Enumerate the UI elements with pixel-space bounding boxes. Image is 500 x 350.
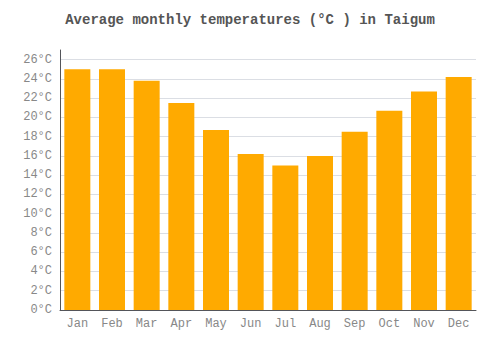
svg-text:10°C: 10°C: [23, 207, 52, 221]
svg-text:Sep: Sep: [344, 317, 366, 331]
svg-text:Jun: Jun: [240, 317, 262, 331]
svg-text:Average monthly temperatures (: Average monthly temperatures (°C ) in Ta…: [65, 12, 435, 28]
svg-text:24°C: 24°C: [23, 72, 52, 86]
svg-text:Jan: Jan: [67, 317, 89, 331]
svg-text:Oct: Oct: [379, 317, 401, 331]
svg-text:14°C: 14°C: [23, 168, 52, 182]
svg-text:Nov: Nov: [413, 317, 435, 331]
svg-text:Jul: Jul: [275, 317, 297, 331]
svg-text:4°C: 4°C: [30, 264, 52, 278]
svg-text:20°C: 20°C: [23, 110, 52, 124]
svg-text:16°C: 16°C: [23, 149, 52, 163]
svg-text:Feb: Feb: [101, 317, 123, 331]
svg-text:Aug: Aug: [309, 317, 331, 331]
svg-text:6°C: 6°C: [30, 245, 52, 259]
svg-text:2°C: 2°C: [30, 284, 52, 298]
svg-text:18°C: 18°C: [23, 130, 52, 144]
svg-text:0°C: 0°C: [30, 303, 52, 317]
svg-text:Dec: Dec: [448, 317, 470, 331]
svg-text:8°C: 8°C: [30, 226, 52, 240]
svg-text:Mar: Mar: [136, 317, 158, 331]
svg-text:26°C: 26°C: [23, 53, 52, 67]
svg-text:22°C: 22°C: [23, 91, 52, 105]
svg-text:12°C: 12°C: [23, 187, 52, 201]
svg-text:Apr: Apr: [171, 317, 193, 331]
svg-text:May: May: [205, 317, 227, 331]
